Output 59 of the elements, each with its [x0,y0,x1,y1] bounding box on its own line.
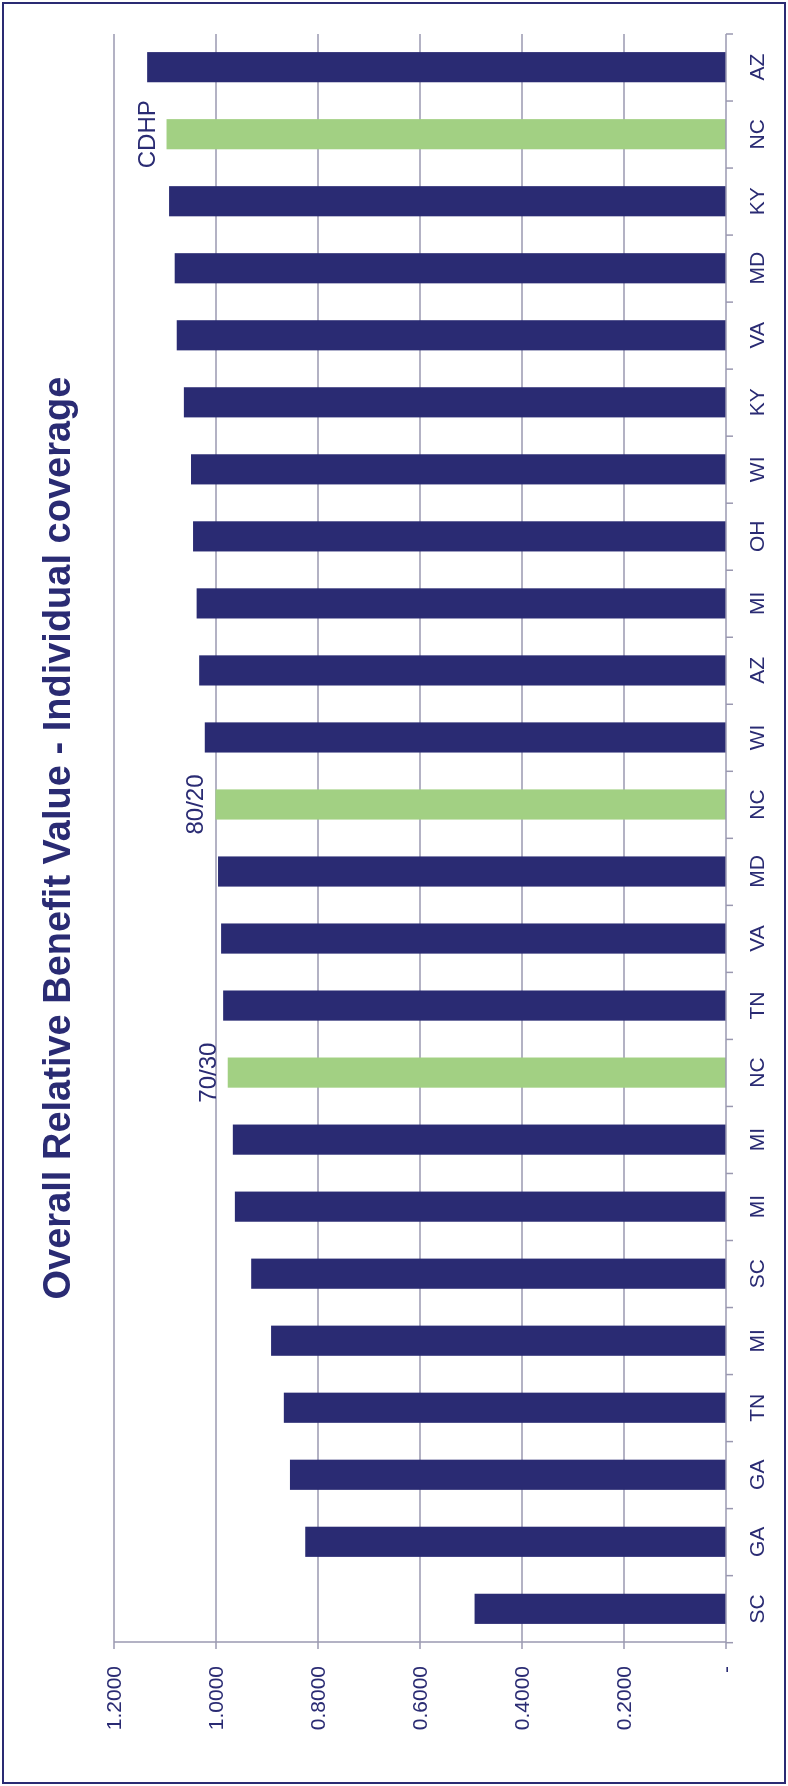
y-tick-label: VA [745,925,768,952]
y-tick-label: MI [745,1127,768,1152]
y-tick-label: KY [745,388,768,417]
annotation: 70/30 [193,1042,221,1103]
y-tick-label: MI [745,1194,768,1219]
x-tick-label: 1.2000 [102,1666,126,1731]
annotation: CDHP [132,100,160,169]
bar [474,1593,726,1624]
x-tick-label: - [714,1666,738,1673]
bar [147,52,726,83]
bar [283,1392,726,1423]
y-tick-label: OH [745,520,768,553]
annotation: 80/20 [181,774,209,835]
bar [232,1124,726,1155]
bar [176,320,726,351]
bar [218,856,726,887]
bar [204,722,726,753]
bar [183,387,726,418]
bar [191,454,726,485]
y-tick-label: MI [745,1329,768,1353]
bar [166,119,726,150]
y-tick-label: NC [745,119,768,150]
bar [221,923,726,954]
y-tick-label: GA [745,1459,768,1490]
y-tick-label: GA [745,1526,768,1557]
bar [193,521,726,552]
x-tick-label: 0.6000 [408,1666,432,1731]
x-tick-label: 0.8000 [306,1666,330,1731]
y-tick-label: KY [745,187,768,216]
y-tick-label: VA [745,322,768,349]
y-tick-label: AZ [745,53,768,81]
bar [196,588,726,619]
bar [234,1191,726,1222]
text: Overall Relative Benefit Value - Individual coverage [36,376,78,1300]
bar [174,253,726,284]
y-tick-label: SC [745,1259,768,1289]
y-tick-label: TN [745,1393,768,1422]
bar [169,186,726,217]
y-tick-label: NC [745,789,768,820]
y-tick-label: NC [745,1057,768,1088]
bar [215,789,726,820]
y-tick-label: AZ [745,656,768,684]
bar [251,1258,726,1289]
y-tick-label: WI [745,724,768,751]
bar [223,990,726,1021]
y-tick-label: MD [745,251,768,285]
x-tick-label: 0.4000 [510,1666,534,1731]
y-tick-label: TN [745,991,768,1020]
bar [199,655,726,686]
bar [305,1526,726,1557]
y-tick-label: WI [745,456,768,483]
bar [289,1459,726,1490]
bar [271,1325,726,1356]
y-tick-label: SC [745,1594,768,1624]
y-tick-label: MI [745,591,768,616]
x-tick-label: 1.0000 [204,1666,228,1731]
y-tick-label: MD [745,855,768,888]
x-tick-label: 0.2000 [612,1666,636,1731]
bar [227,1057,726,1088]
